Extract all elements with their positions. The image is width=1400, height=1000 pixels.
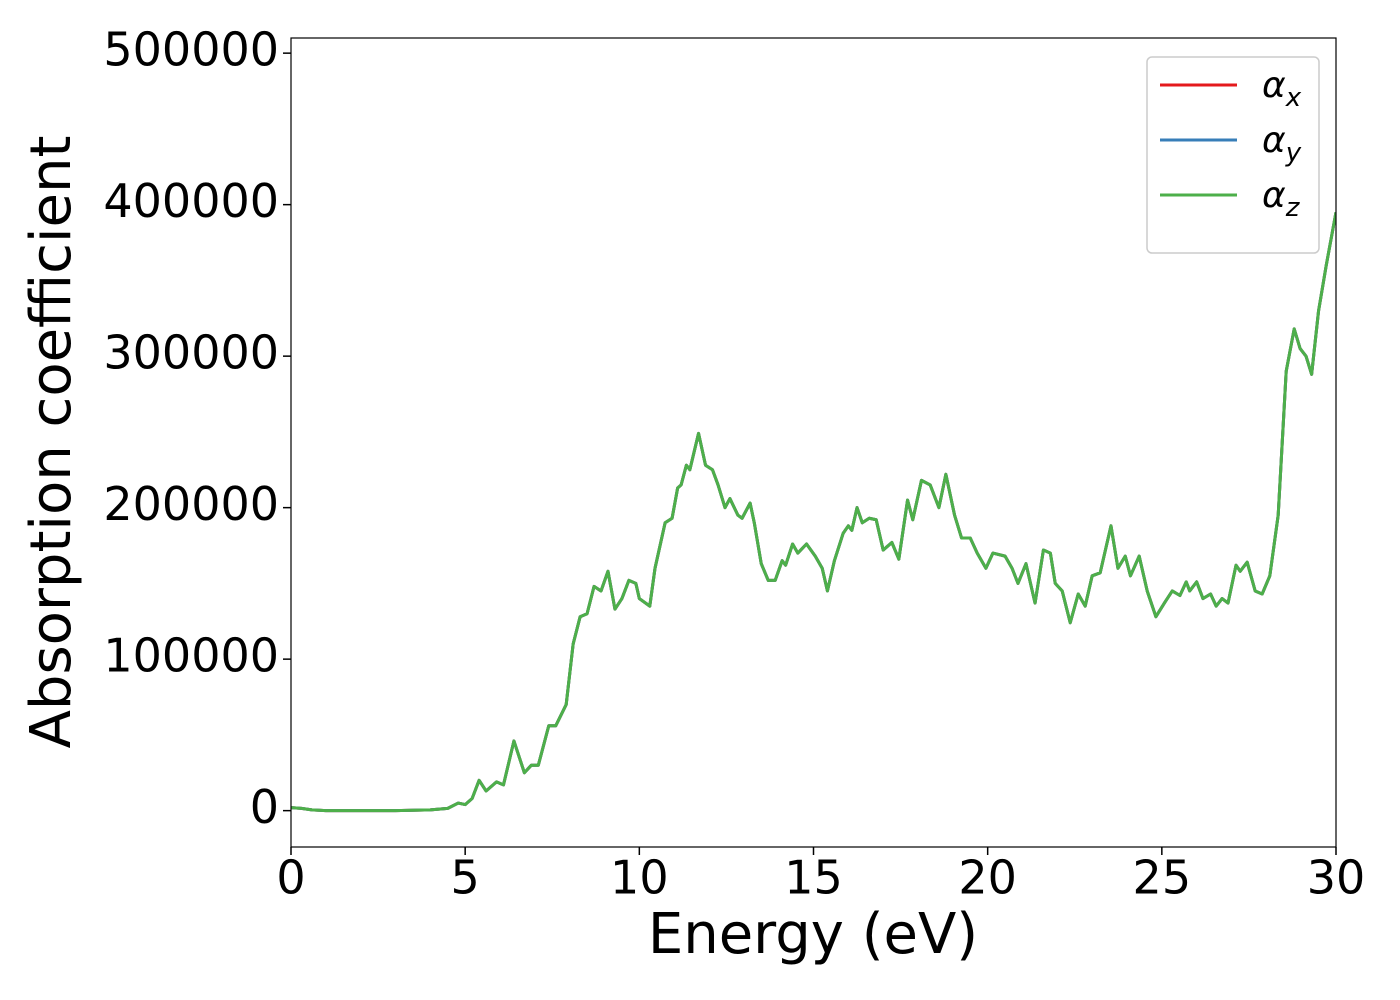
series-line xyxy=(291,211,1336,813)
y-tick-label: 100000 xyxy=(103,629,279,683)
legend-label: αy xyxy=(1262,120,1302,168)
legend-label: αx xyxy=(1262,65,1302,113)
plot-frame xyxy=(290,37,1337,848)
y-tick-label: 0 xyxy=(250,780,279,834)
y-tick-label: 200000 xyxy=(103,477,279,531)
series-line xyxy=(291,211,1336,813)
legend-label: αz xyxy=(1262,175,1301,223)
x-axis-label: Energy (eV) xyxy=(648,902,978,967)
legend-box xyxy=(1146,56,1320,254)
x-tick-label: 15 xyxy=(784,851,843,905)
x-tick-label: 25 xyxy=(1133,851,1192,905)
x-tick-label: 20 xyxy=(958,851,1017,905)
x-tick-label: 5 xyxy=(451,851,480,905)
y-axis-label: Absorption coefficient xyxy=(19,136,84,749)
x-tick-label: 10 xyxy=(610,851,669,905)
x-tick-label: 30 xyxy=(1307,851,1366,905)
x-tick-label: 0 xyxy=(276,851,305,905)
series-line xyxy=(291,211,1336,813)
y-tick-label: 400000 xyxy=(103,174,279,228)
y-tick-label: 300000 xyxy=(103,326,279,380)
y-tick-label: 500000 xyxy=(103,23,279,77)
